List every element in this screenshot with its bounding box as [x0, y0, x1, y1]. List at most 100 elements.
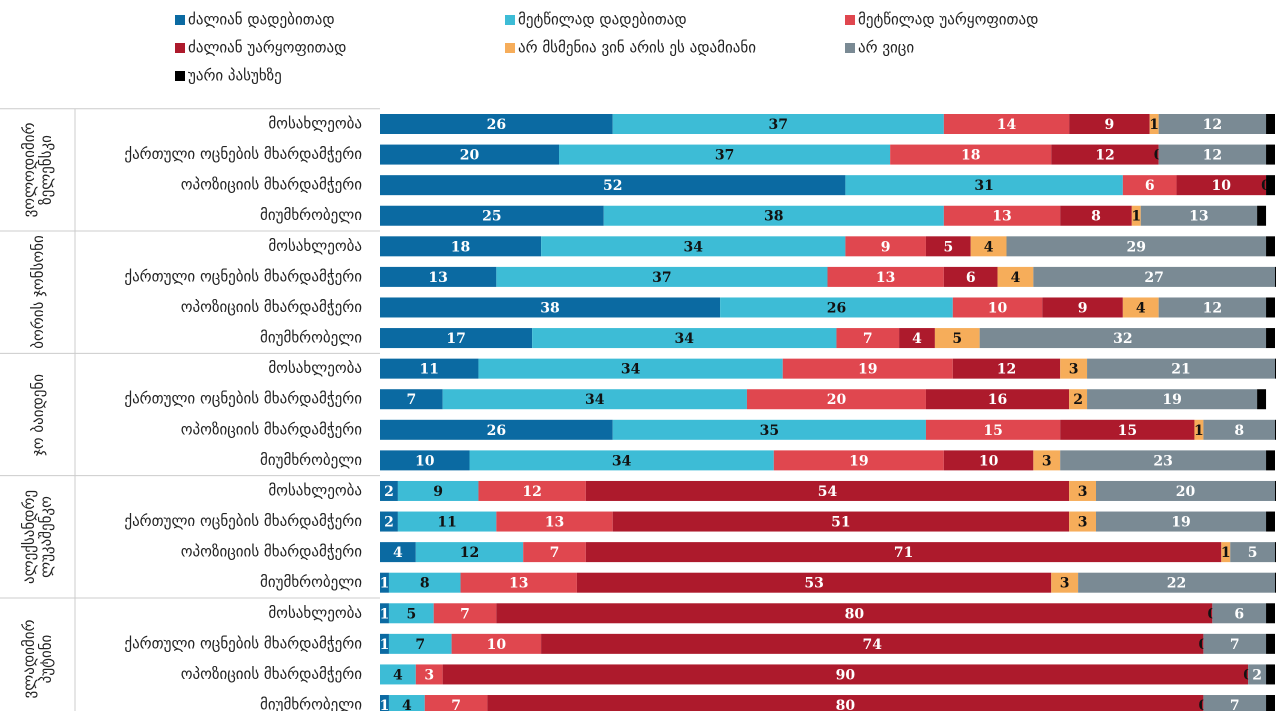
bar-segment	[1257, 205, 1267, 226]
data-label: 1	[1221, 545, 1231, 561]
data-label: 10	[1212, 178, 1232, 194]
data-label: 26	[487, 423, 506, 439]
bar-segment	[1006, 236, 1267, 257]
data-label: 29	[1127, 239, 1146, 255]
bar-segment	[1203, 695, 1267, 711]
category-label: ქართული ოცნების მხარდამჭერი	[124, 267, 362, 285]
data-label: 3	[1042, 453, 1052, 469]
data-label: 10	[979, 453, 999, 469]
legend-label: მეტწილად დადებითად	[518, 11, 687, 29]
bar-segment	[952, 358, 1061, 379]
data-label: 9	[881, 239, 891, 255]
bar-segment	[523, 542, 586, 563]
data-label: 3	[1078, 484, 1088, 500]
group-label: ალექსანდრე ლუკაშენკო	[20, 489, 55, 584]
legend-label: არ მსმენია ვინ არის ეს ადამიანი	[518, 39, 756, 57]
bar-segment	[1194, 419, 1204, 440]
data-label: 7	[406, 392, 416, 408]
category-label: ქართული ოცნების მხარდამჭერი	[124, 512, 362, 530]
bar-segment	[1158, 297, 1267, 318]
category-label: ოპოზიციის მხარდამჭერი	[181, 665, 362, 683]
data-label: 37	[769, 117, 788, 133]
bar-segment	[1033, 266, 1275, 287]
bar-segment	[380, 175, 846, 196]
bar-segment	[380, 389, 443, 410]
bar-segment	[943, 450, 1034, 471]
category-label: მოსახლეობა	[268, 237, 362, 255]
category-label: მიუმხრობელი	[260, 206, 362, 224]
bar-segment	[612, 114, 944, 134]
bar-segment	[1266, 695, 1275, 711]
data-label: 14	[997, 117, 1017, 133]
bar-segment	[532, 328, 837, 349]
bar-segment	[1266, 175, 1275, 196]
data-label: 34	[585, 392, 605, 408]
bar-segment	[380, 144, 559, 165]
data-label: 4	[1011, 270, 1021, 286]
bar-segment	[943, 114, 1070, 134]
data-label: 6	[1145, 178, 1155, 194]
data-label: 19	[1171, 515, 1190, 531]
bar-segment	[1078, 572, 1275, 593]
data-label: 23	[1153, 453, 1172, 469]
bar-segment	[388, 633, 452, 654]
data-label: 1	[1131, 209, 1141, 225]
data-label: 12	[460, 545, 479, 561]
data-label: 4	[912, 331, 922, 347]
bar-segment	[442, 389, 747, 410]
bar-segment	[1087, 389, 1258, 410]
legend-swatch	[175, 15, 185, 25]
category-label: ოპოზიციის მხარდამჭერი	[181, 420, 362, 438]
bar-segment	[585, 542, 1222, 563]
bar-segment	[1176, 175, 1267, 196]
bar-segment	[952, 297, 1043, 318]
group-label: ბორის ჯონსონი	[28, 235, 47, 349]
bar-segment	[380, 664, 416, 685]
category-label: მოსახლეობა	[268, 115, 362, 133]
data-label: 19	[849, 453, 868, 469]
data-label: 9	[1105, 117, 1115, 133]
bar-segment	[1203, 633, 1267, 654]
legend-swatch	[505, 43, 515, 53]
data-label: 10	[487, 637, 507, 653]
data-label: 12	[997, 362, 1016, 378]
bar-segment	[478, 480, 586, 501]
data-label: 2	[1252, 667, 1262, 683]
bar-segment	[943, 205, 1061, 226]
bar-segment	[388, 695, 425, 711]
group-label: ვოლოდიმირ ზელენსკი	[20, 122, 55, 218]
data-label: 20	[460, 148, 480, 164]
bar-segment	[576, 572, 1052, 593]
bar-segment	[541, 633, 1204, 654]
data-label: 7	[863, 331, 873, 347]
data-label: 26	[827, 300, 846, 316]
data-label: 13	[428, 270, 447, 286]
data-label: 7	[1230, 698, 1240, 711]
bar-segment	[1060, 419, 1195, 440]
bar-segment	[1266, 328, 1275, 349]
data-label: 8	[1091, 209, 1101, 225]
bar-segment	[1060, 205, 1132, 226]
data-label: 20	[1176, 484, 1196, 500]
data-label: 80	[836, 698, 856, 711]
data-label: 7	[451, 698, 461, 711]
data-label: 31	[974, 178, 993, 194]
bar-segment	[415, 664, 443, 685]
bar-segment	[1221, 542, 1231, 563]
bar-segment	[1149, 114, 1159, 134]
bar-segment	[1051, 572, 1079, 593]
data-label: 13	[545, 515, 564, 531]
bar-segment	[380, 358, 479, 379]
bar-segment	[1122, 297, 1159, 318]
bar-segment	[380, 328, 533, 349]
category-label: ოპოზიციის მხარდამჭერი	[181, 543, 362, 561]
category-label: ქართული ოცნების მხარდამჭერი	[124, 390, 362, 408]
bar-segment	[1212, 603, 1267, 624]
data-label: 13	[876, 270, 895, 286]
bar-segment	[380, 450, 470, 471]
data-label: 71	[894, 545, 913, 561]
bar-segment	[559, 144, 891, 165]
bar-segment	[380, 542, 416, 563]
bar-segment	[380, 114, 613, 134]
data-label: 5	[943, 239, 953, 255]
